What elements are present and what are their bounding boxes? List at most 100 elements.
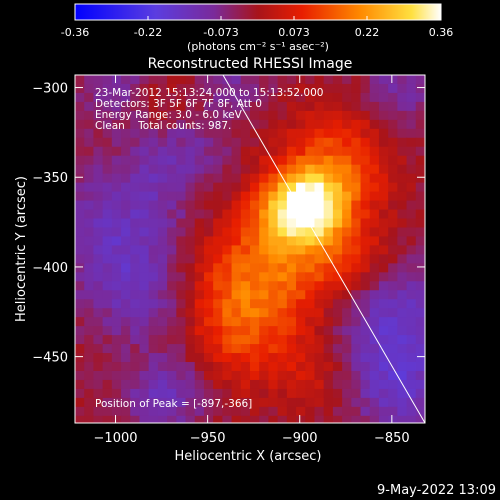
heatmap-cell [425,192,435,202]
heatmap-cell [397,92,408,103]
heatmap-cell [415,119,425,130]
heatmap-cell [305,209,316,220]
heatmap-cell [314,415,325,423]
heatmap-cell [148,173,159,184]
heatmap-cell [360,128,371,139]
heatmap-cell [369,146,380,157]
heatmap-cell [157,200,168,211]
heatmap-cell [332,299,343,309]
heatmap-cell [139,119,150,130]
heatmap-cell [286,128,297,139]
heatmap-cell [332,227,343,238]
heatmap-cell [415,308,425,318]
heatmap-cell [378,379,389,390]
heatmap-cell [240,406,251,417]
heatmap-cell [259,397,270,408]
heatmap-cell [102,110,113,121]
heatmap-cell [203,164,214,175]
heatmap-cell [157,317,168,327]
heatmap-cell [75,128,85,139]
heatmap-cell [259,353,270,363]
heatmap-cell [305,146,316,157]
heatmap-cell [250,155,260,166]
heatmap-cell [323,101,334,112]
heatmap-cell [259,299,270,309]
heatmap-cell [84,173,95,184]
heatmap-cell [305,326,316,336]
heatmap-cell [314,299,325,309]
heatmap-cell [406,209,417,220]
heatmap-cell [194,173,205,184]
heatmap-cell [360,137,371,148]
heatmap-cell [240,415,251,423]
heatmap-cell [213,370,223,381]
heatmap-cell [250,209,260,220]
heatmap-cell [406,182,417,193]
heatmap-cell [406,388,417,399]
heatmap-cell [369,344,380,354]
heatmap-cell [342,164,352,175]
heatmap-cell [286,299,297,309]
heatmap-cell [296,397,306,408]
heatmap-cell [406,164,417,175]
heatmap-cell [296,182,306,193]
heatmap-cell [84,75,95,85]
heatmap-cell [277,317,288,327]
heatmap-cell [250,75,260,85]
heatmap-cell [332,119,343,130]
heatmap-cell [286,83,297,94]
heatmap-cell [185,75,196,85]
heatmap-cell [296,406,306,417]
heatmap-cell [369,272,380,282]
heatmap-cell [425,93,435,103]
heatmap-cell [314,119,325,130]
heatmap-cell [388,200,398,211]
heatmap-cell [305,370,316,381]
heatmap-cell [194,146,205,157]
heatmap-cell [139,272,150,282]
heatmap-cell [314,146,325,157]
heatmap-cell [102,254,113,264]
heatmap-cell [167,388,177,399]
heatmap-cell [388,128,398,139]
heatmap-cell [176,344,187,354]
heatmap-cell [176,353,187,363]
heatmap-cell [130,397,141,408]
heatmap-cell [148,308,159,318]
heatmap-cell [121,326,131,336]
heatmap-cell [167,326,177,336]
heatmap-cell [176,173,187,184]
heatmap-cell [277,308,288,318]
heatmap-cell [139,218,150,229]
heatmap-cell [305,164,316,175]
heatmap-cell [369,137,380,148]
heatmap-cell [314,182,325,193]
heatmap-cell [176,164,187,175]
heatmap-cell [176,110,187,121]
heatmap-cell [406,128,417,139]
heatmap-cell [425,299,435,309]
heatmap-cell [323,406,334,417]
heatmap-cell [130,415,141,423]
heatmap-cell [75,353,85,363]
heatmap-cell [351,353,362,363]
heatmap-cell [259,415,270,423]
heatmap-cell [406,83,417,94]
heatmap-cell [351,335,362,345]
heatmap-cell [213,308,223,318]
heatmap-cell [286,254,297,264]
heatmap-cell [240,236,251,247]
heatmap-cell [240,128,251,139]
heatmap-cell [111,173,122,184]
heatmap-cell [415,173,425,184]
heatmap-cell [277,119,288,130]
heatmap-cell [351,128,362,139]
heatmap-cell [259,182,270,193]
heatmap-cell [111,317,122,327]
heatmap-cell [305,227,316,238]
heatmap-cell [194,281,205,291]
heatmap-cell [93,128,104,139]
heatmap-cell [213,245,223,255]
heatmap-cell [213,317,223,327]
heatmap-cell [388,344,398,354]
